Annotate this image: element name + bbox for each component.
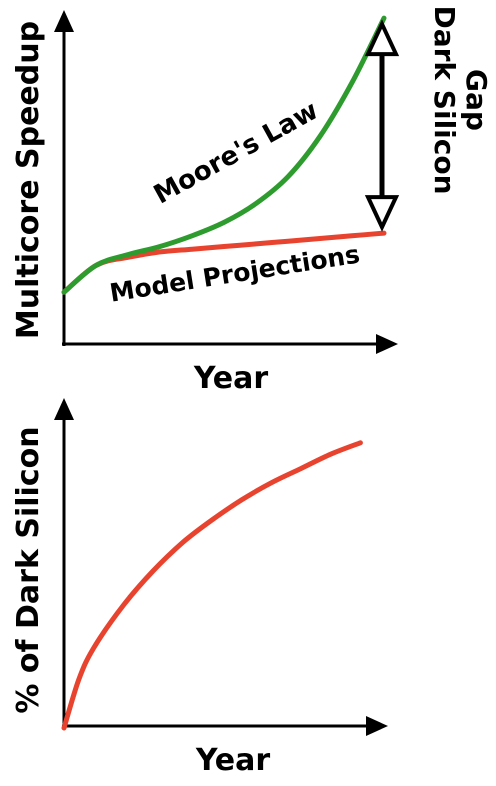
chart-1-x-axis-arrow [376, 334, 398, 354]
moores-law-label: Moore's Law [149, 96, 323, 211]
chart-2-y-axis-arrow [54, 398, 74, 420]
chart-2-x-axis-label: Year [195, 743, 271, 778]
chart-1-x-axis-label: Year [193, 361, 269, 396]
dark-silicon-percent-line [61, 440, 363, 731]
moores-law-line-green [61, 15, 387, 295]
dark-silicon-gap-label: Dark Silicon [428, 5, 461, 194]
chart-1: Multicore Speedup Year Moore's Law Model… [11, 5, 493, 396]
chart-1-y-axis-arrow [54, 10, 74, 32]
chart-2-y-axis-label: % of Dark Silicon [11, 426, 46, 713]
dark-silicon-gap-label-2: Gap [460, 69, 493, 131]
chart-2-x-axis-arrow [366, 716, 388, 736]
dark-silicon-gap-arrow [364, 19, 400, 232]
chart-1-y-axis-label: Multicore Speedup [11, 21, 46, 339]
chart-2: % of Dark Silicon Year [11, 398, 388, 778]
